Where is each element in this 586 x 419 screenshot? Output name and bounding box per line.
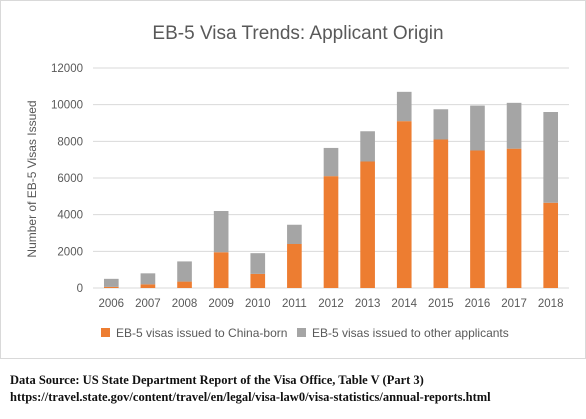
x-tick-label: 2014 [391,298,417,310]
x-tick-label: 2017 [501,298,527,310]
x-tick-label: 2013 [355,298,381,310]
data-source-text: Data Source: US State Department Report … [10,373,424,387]
bar-china-born [506,148,522,288]
bar-other-applicants [213,211,229,253]
bar-china-born [177,281,192,288]
bar-china-born [103,286,119,288]
x-tick-label: 2006 [99,298,125,310]
x-tick-label: 2011 [282,298,307,310]
bar-china-born [250,273,266,288]
stacked-bar-chart: EB-5 Visa Trends: Applicant Origin Numbe… [25,23,569,340]
bar-other-applicants [360,131,375,162]
chart-title: EB-5 Visa Trends: Applicant Origin [152,23,443,44]
legend-label: EB-5 visas issued to China-born [116,326,287,340]
y-axis-ticks: 0 2000 4000 6000 8000 10000 12000 [51,63,83,295]
bar-china-born [287,244,302,288]
bar-china-born [396,121,412,289]
x-tick-label: 2009 [208,298,234,310]
x-tick-label: 2010 [245,298,271,310]
bar-other-applicants [396,91,412,122]
bar-china-born [543,202,559,288]
bar-other-applicants [140,273,156,285]
y-tick-label: 4000 [57,210,83,222]
bar-china-born [470,150,485,288]
bars [103,91,559,289]
legend-label: EB-5 visas issued to other applicants [312,326,509,340]
x-tick-label: 2012 [318,298,344,310]
bar-china-born [323,176,339,288]
bar-other-applicants [177,261,192,282]
y-tick-label: 10000 [51,100,83,112]
x-axis-ticks: 2006 2007 2008 2009 2010 2011 2012 2013 2014 2015… [99,298,564,310]
x-tick-label: 2008 [172,298,198,310]
bar-other-applicants [543,112,559,203]
x-tick-label: 2007 [135,298,161,310]
bar-other-applicants [470,105,485,151]
y-tick-label: 8000 [57,136,83,148]
bar-other-applicants [250,253,266,274]
data-source-url: https://travel.state.gov/content/travel/… [10,390,491,404]
x-tick-label: 2018 [538,298,564,310]
y-tick-label: 6000 [57,173,83,185]
y-tick-label: 0 [77,283,83,295]
bar-other-applicants [323,147,339,177]
bar-china-born [360,161,375,288]
bar-china-born [433,139,449,288]
legend: EB-5 visas issued to China-born EB-5 visa… [101,326,509,340]
bar-other-applicants [103,278,119,287]
bar-china-born [213,252,229,288]
y-axis-title: Number of EB-5 Visas Issued [25,100,39,257]
x-tick-label: 2015 [428,298,454,310]
y-tick-label: 2000 [57,246,83,258]
bar-china-born [140,284,156,288]
chart-frame: EB-5 Visa Trends: Applicant Origin Numbe… [0,0,586,359]
bar-other-applicants [506,102,522,149]
bar-other-applicants [433,109,449,140]
x-tick-label: 2016 [465,298,491,310]
y-tick-label: 12000 [51,63,83,75]
legend-swatch-other-applicants [297,328,306,337]
legend-swatch-china-born [101,328,110,337]
bar-other-applicants [287,224,302,244]
